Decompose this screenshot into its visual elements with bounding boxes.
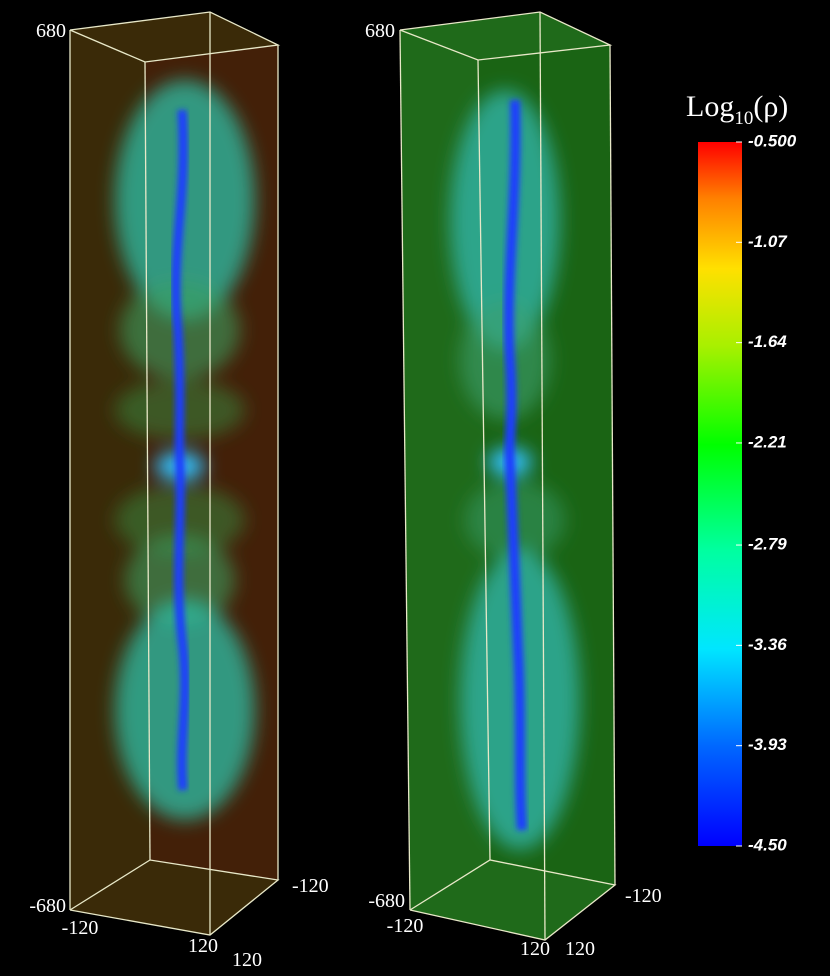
box-edge [399, 29, 411, 911]
y-front-label: 120 [232, 949, 262, 971]
jet-core [503, 99, 527, 831]
y-back-label: -120 [625, 885, 662, 907]
x-left-label: -120 [62, 917, 99, 939]
colorbar-tick-label: -2.21 [748, 432, 787, 451]
colorbar-tick-label: -1.64 [748, 332, 787, 351]
colorbar-tick-label: -2.79 [748, 535, 787, 554]
y-back-label: -120 [292, 875, 329, 897]
colorbar-tick-label: -0.500 [748, 131, 797, 150]
colorbar-title: Log10(ρ) [686, 90, 788, 129]
box-edge [609, 44, 616, 886]
colorbar-tick-label: -3.93 [748, 735, 787, 754]
z-top-label: 680 [365, 20, 395, 42]
z-bottom-label: -680 [368, 890, 405, 912]
x-right-label: 120 [520, 938, 550, 960]
colorbar-tick-label: -4.50 [748, 835, 787, 854]
box-edge [477, 59, 491, 861]
x-left-label: -120 [387, 915, 424, 937]
colorbar-gradient [698, 142, 742, 846]
volume-panel: 680 -680 -120 120 -120 120 [365, 11, 662, 960]
y-front-label: 120 [565, 938, 595, 960]
colorbar-tick-label: -1.07 [748, 232, 788, 251]
volume-panel: 680 -680 -120 120 -120 120 [29, 11, 329, 971]
colorbar-tick-label: -3.36 [748, 635, 787, 654]
box-edge [539, 11, 546, 941]
z-bottom-label: -680 [29, 895, 66, 917]
colorbar: Log10(ρ) -0.500 -1.07 -1.64 -2.21 -2.79 -3.36… [686, 90, 797, 854]
z-top-label: 680 [36, 20, 66, 42]
box-edge [144, 61, 151, 861]
jet-core [171, 109, 190, 791]
x-right-label: 120 [188, 935, 218, 957]
